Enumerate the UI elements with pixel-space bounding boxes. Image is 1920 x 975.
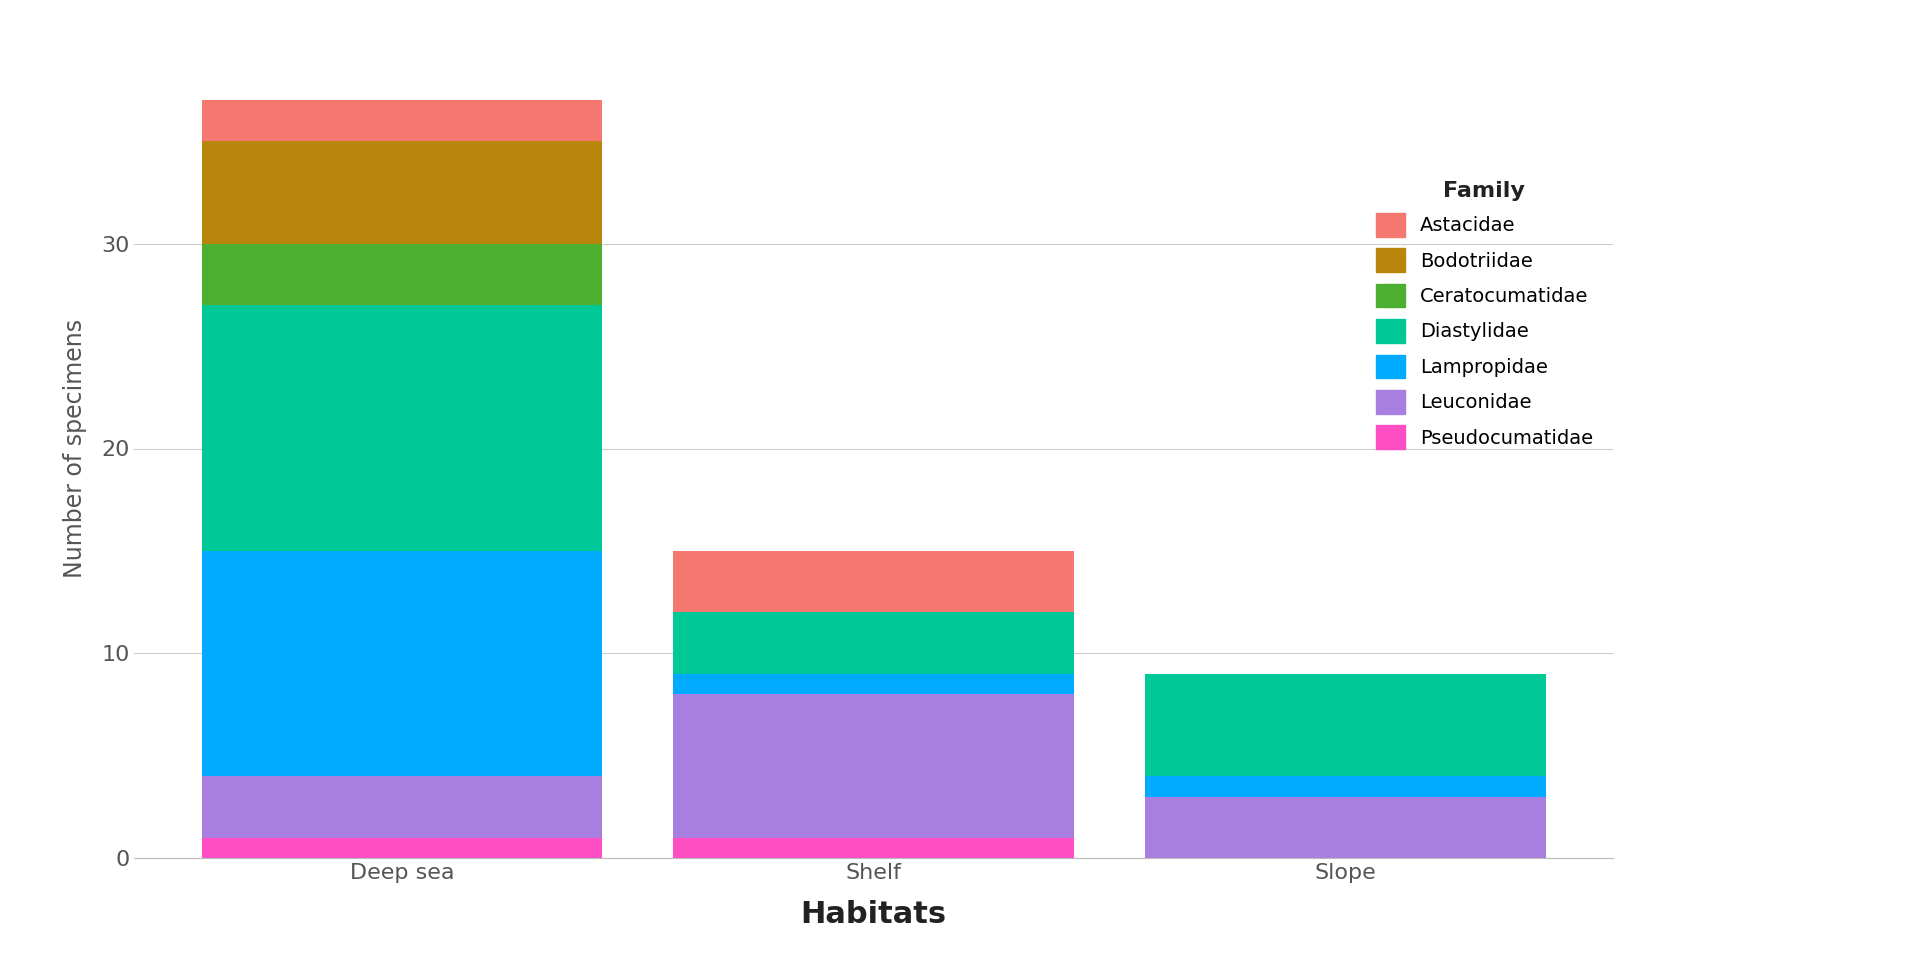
- Bar: [202, 141, 603, 244]
- Bar: [202, 551, 603, 776]
- Bar: [1144, 776, 1546, 797]
- Y-axis label: Number of specimens: Number of specimens: [63, 319, 86, 578]
- Bar: [674, 612, 1073, 674]
- Bar: [202, 305, 603, 551]
- X-axis label: Habitats: Habitats: [801, 900, 947, 928]
- Bar: [1144, 797, 1546, 858]
- Bar: [202, 100, 603, 141]
- Bar: [674, 838, 1073, 858]
- Bar: [1144, 674, 1546, 776]
- Bar: [674, 674, 1073, 694]
- Legend: Astacidae, Bodotriidae, Ceratocumatidae, Diastylidae, Lampropidae, Leuconidae, P: Astacidae, Bodotriidae, Ceratocumatidae,…: [1365, 172, 1603, 459]
- Bar: [674, 551, 1073, 612]
- Bar: [202, 838, 603, 858]
- Bar: [202, 776, 603, 838]
- Bar: [202, 244, 603, 305]
- Bar: [674, 694, 1073, 838]
